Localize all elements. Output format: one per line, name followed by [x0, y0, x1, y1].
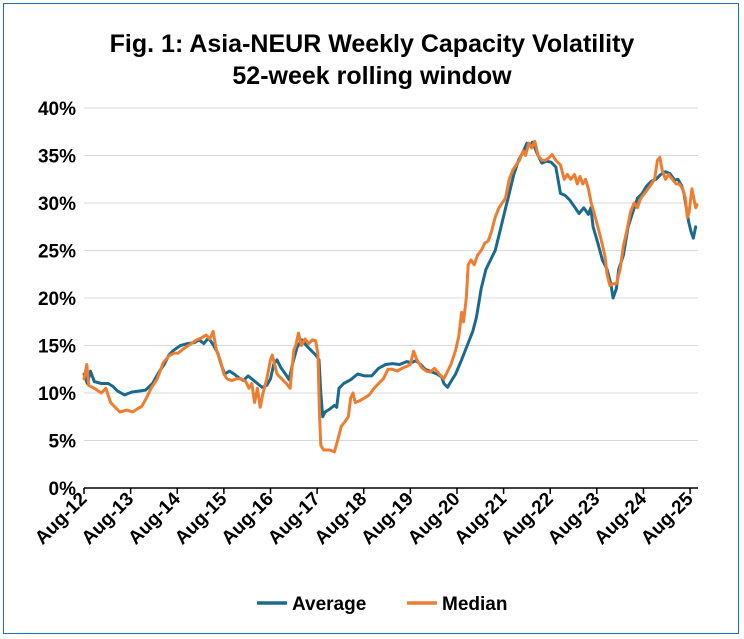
legend: Average Median	[257, 594, 507, 615]
y-tick-label: 25%	[38, 242, 76, 263]
y-axis-ticks: 0% 5% 10% 15% 20% 25% 30% 35% 40%	[38, 99, 76, 500]
chart-title-block: Fig. 1: Asia-NEUR Weekly Capacity Volati…	[0, 28, 744, 92]
x-tick-label: Aug-25	[637, 488, 698, 549]
chart-title: Fig. 1: Asia-NEUR Weekly Capacity Volati…	[109, 30, 635, 58]
series-line-average	[82, 140, 698, 419]
y-tick-label: 40%	[38, 99, 76, 120]
x-axis-ticks: Aug-12Aug-13Aug-14Aug-15Aug-16Aug-17Aug-…	[31, 488, 698, 549]
y-tick-label: 0%	[49, 479, 77, 500]
y-tick-label: 15%	[38, 337, 76, 358]
series-line-median	[82, 139, 699, 454]
series-lines	[82, 139, 699, 454]
y-tick-label: 20%	[38, 289, 76, 310]
legend-label-average: Average	[292, 594, 366, 615]
y-tick-label: 30%	[38, 194, 76, 215]
y-tick-label: 5%	[49, 432, 77, 453]
chart-subtitle: 52-week rolling window	[232, 62, 512, 90]
legend-label-median: Median	[442, 594, 507, 615]
y-tick-label: 10%	[38, 384, 76, 405]
y-tick-label: 35%	[38, 147, 76, 168]
